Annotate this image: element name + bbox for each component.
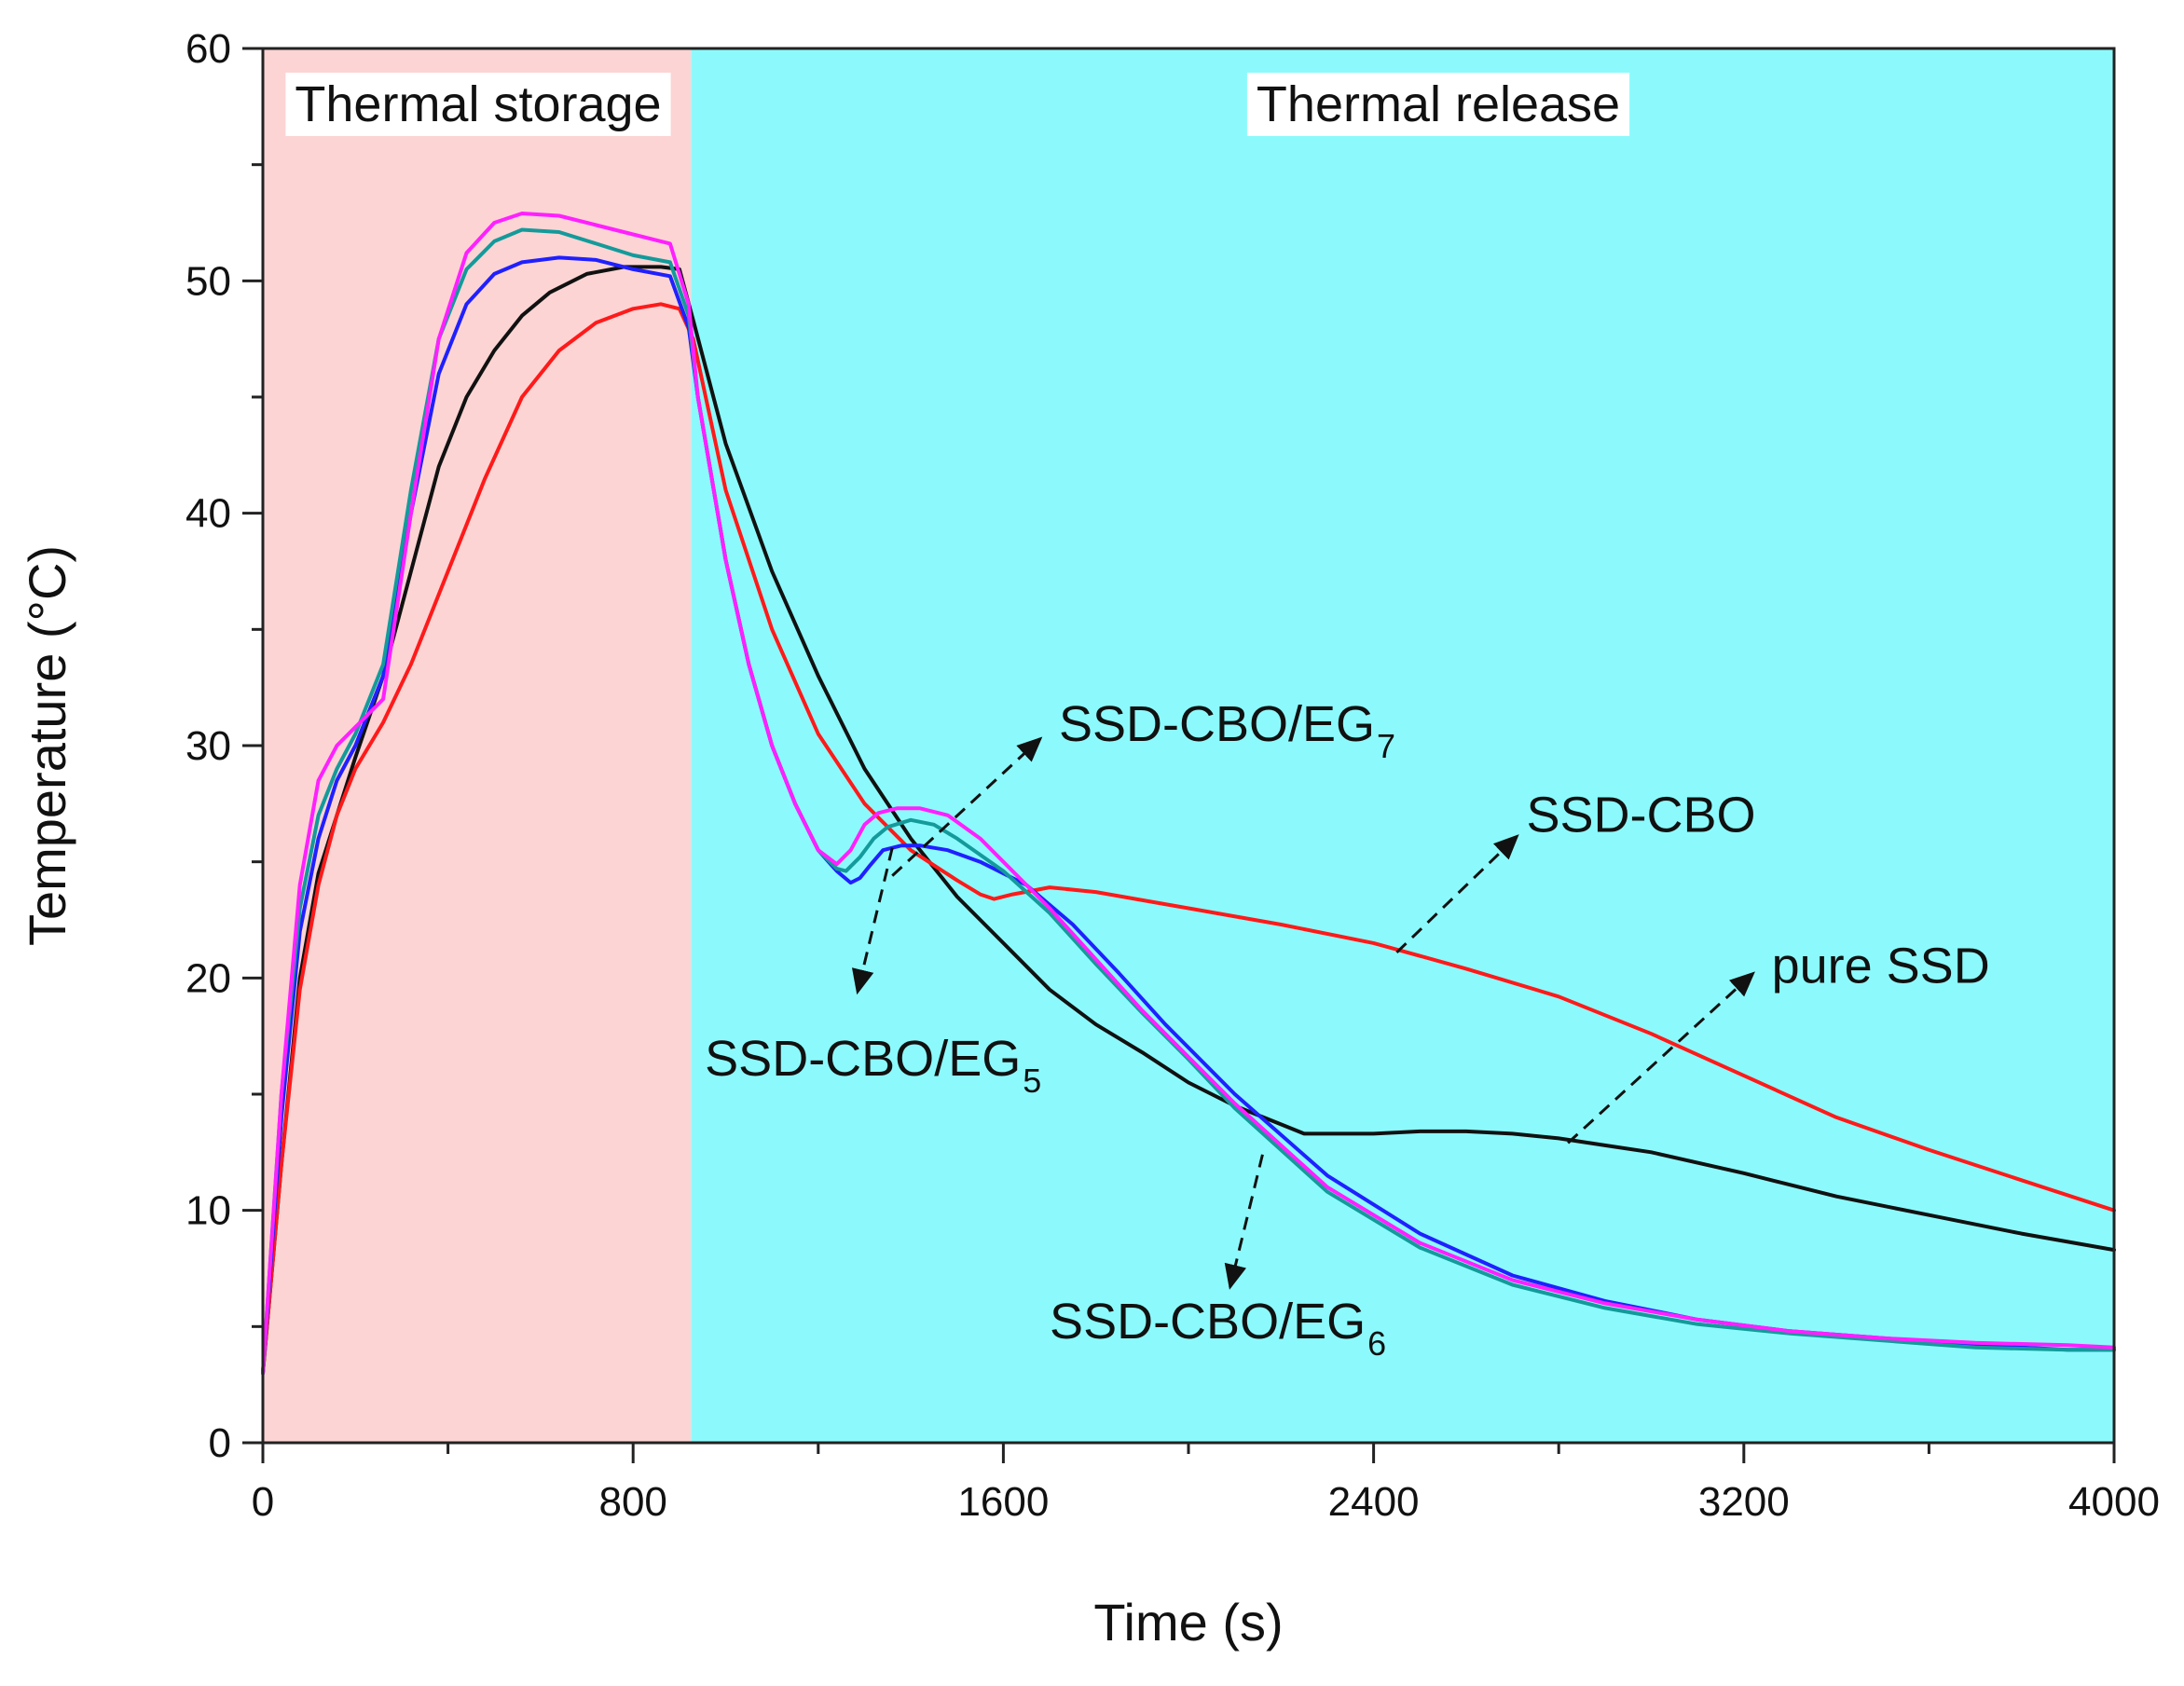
y-tick-label: 50 bbox=[185, 258, 231, 304]
x-axis: 0 800 1600 2400 3200 4000 bbox=[252, 1443, 2160, 1525]
annotation-arrow-ssd-cbo-eg6 bbox=[1224, 1154, 1264, 1290]
annotation-arrow-ssd-cbo-eg5 bbox=[851, 847, 894, 995]
region-label-thermal-release: Thermal release bbox=[1257, 76, 1620, 132]
series-line-ssd-cbo bbox=[261, 302, 2116, 1376]
y-tick-label: 40 bbox=[185, 491, 231, 537]
y-tick-label: 60 bbox=[185, 26, 231, 72]
x-tick-label: 3200 bbox=[1698, 1479, 1790, 1525]
y-tick-label: 30 bbox=[185, 723, 231, 769]
region-storage bbox=[263, 48, 692, 1443]
annotation-arrow-ssd-cbo bbox=[1395, 834, 1519, 953]
annotation-subscript: 6 bbox=[1367, 1324, 1386, 1363]
x-axis-title: Time (s) bbox=[1093, 1593, 1283, 1652]
y-tick-label: 0 bbox=[209, 1420, 231, 1466]
series-line-pure-ssd bbox=[261, 265, 2116, 1376]
annotation-arrow-ssd-cbo-eg7 bbox=[891, 736, 1043, 877]
region-label-background bbox=[285, 73, 671, 136]
y-tick-label: 20 bbox=[185, 955, 231, 1001]
x-tick-label: 0 bbox=[252, 1479, 274, 1525]
region-release bbox=[691, 48, 2115, 1443]
x-tick-label: 1600 bbox=[957, 1479, 1049, 1525]
annotation-label-pure-ssd: pure SSD bbox=[1772, 938, 1990, 994]
x-tick-label: 800 bbox=[598, 1479, 666, 1525]
region-label-thermal-storage: Thermal storage bbox=[295, 76, 661, 132]
annotation-label-ssd-cbo: SSD-CBO bbox=[1526, 787, 1755, 843]
region-label-background bbox=[1246, 73, 1630, 136]
data-series bbox=[261, 212, 2116, 1376]
x-tick-label: 2400 bbox=[1328, 1479, 1420, 1525]
annotation-subscript: 5 bbox=[1023, 1062, 1041, 1100]
shaded-regions bbox=[263, 48, 2115, 1443]
x-tick-label: 4000 bbox=[2068, 1479, 2160, 1525]
annotation-subscript: 7 bbox=[1377, 727, 1395, 765]
series-line-ssd-cbo-eg7 bbox=[261, 212, 2116, 1376]
y-axis: 0 10 20 30 40 50 60 bbox=[185, 26, 263, 1466]
series-line-ssd-cbo-eg5 bbox=[261, 255, 2116, 1376]
y-axis-title: Temperature (°C) bbox=[18, 545, 76, 946]
y-tick-label: 10 bbox=[185, 1188, 231, 1234]
